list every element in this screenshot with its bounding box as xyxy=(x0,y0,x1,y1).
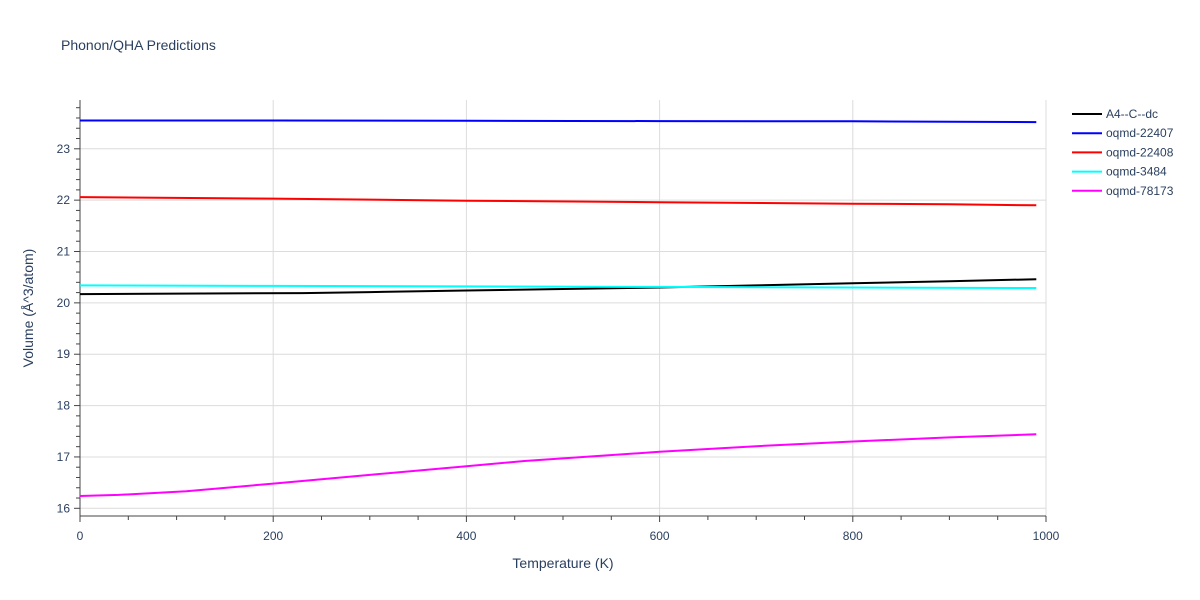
x-tick-label: 800 xyxy=(843,529,863,543)
y-tick-label: 18 xyxy=(57,399,71,413)
x-tick-label: 400 xyxy=(456,529,476,543)
y-tick-label: 16 xyxy=(57,501,71,515)
series-line-oqmd-3484 xyxy=(79,284,1037,289)
x-axis-title: Temperature (K) xyxy=(512,555,613,571)
y-tick-label: 23 xyxy=(57,142,71,156)
series-line-A4--C--dc xyxy=(79,278,1037,296)
legend-label[interactable]: oqmd-78173 xyxy=(1106,184,1174,198)
legend-label[interactable]: oqmd-22408 xyxy=(1106,145,1174,159)
y-tick-label: 21 xyxy=(57,245,71,259)
x-tick-label: 200 xyxy=(263,529,283,543)
y-tick-label: 17 xyxy=(57,450,71,464)
grid xyxy=(80,100,1047,516)
y-tick-label: 22 xyxy=(57,193,71,207)
y-tick-label: 20 xyxy=(57,296,71,310)
chart-title: Phonon/QHA Predictions xyxy=(61,37,216,53)
series-line-oqmd-22407 xyxy=(80,119,1037,124)
series-line-oqmd-22408 xyxy=(79,196,1037,207)
legend-label[interactable]: oqmd-3484 xyxy=(1106,165,1167,179)
legend-label[interactable]: oqmd-22407 xyxy=(1106,126,1174,140)
plot-area xyxy=(79,119,1037,497)
axes: 0 200 400 600 800 1000 16 17 18 19 20 21 22 23 xyxy=(57,100,1060,543)
y-tick-label: 19 xyxy=(57,347,71,361)
series-line-oqmd-78173 xyxy=(79,433,1037,497)
y-axis-title: Volume (Å^3/atom) xyxy=(20,249,36,368)
legend: A4--C--dc oqmd-22407 oqmd-22408 oqmd-3484 oq… xyxy=(1072,107,1174,198)
x-tick-label: 1000 xyxy=(1033,529,1060,543)
legend-label[interactable]: A4--C--dc xyxy=(1106,107,1158,121)
x-tick-label: 600 xyxy=(650,529,670,543)
x-tick-label: 0 xyxy=(77,529,84,543)
